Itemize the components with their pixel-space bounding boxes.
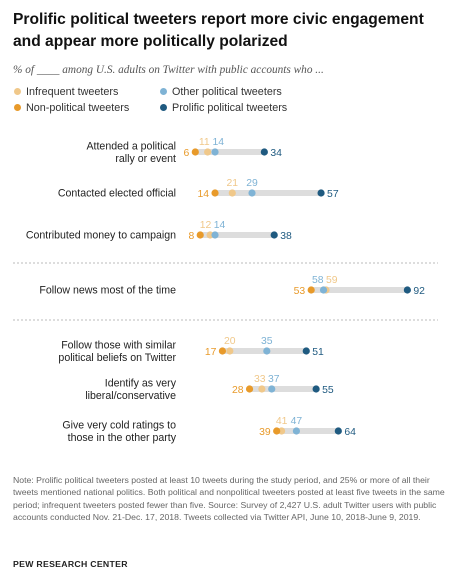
data-label: 8: [188, 231, 194, 242]
row-label: Give very cold ratings to: [62, 419, 176, 431]
data-point: [218, 347, 227, 355]
row-label: Follow those with similar: [61, 339, 176, 351]
row-label: Identify as very: [105, 377, 177, 389]
data-label: 21: [227, 178, 239, 189]
data-point: [228, 189, 236, 197]
data-label: 47: [291, 416, 303, 427]
data-label: 55: [322, 385, 334, 396]
data-point: [307, 286, 315, 294]
row-label: Contacted elected official: [58, 188, 176, 200]
legend-swatch-icon: [160, 88, 167, 95]
chart-note: Note: Prolific political tweeters posted…: [13, 475, 445, 523]
legend-item-other-political: Other political tweeters: [160, 86, 282, 98]
data-point: [211, 231, 219, 239]
data-label: 28: [232, 385, 244, 396]
data-point: [248, 189, 256, 197]
data-label: 57: [327, 189, 339, 200]
row-label: Attended a political: [86, 140, 176, 152]
data-point: [206, 231, 214, 239]
data-label: 20: [224, 336, 236, 347]
data-label: 35: [261, 336, 273, 347]
source-organization: PEW RESEARCH CENTER: [13, 559, 128, 569]
legend-label: Non-political tweeters: [26, 102, 130, 114]
data-point: [245, 385, 254, 393]
data-point: [278, 427, 286, 435]
data-label: 34: [270, 148, 282, 159]
data-label: 59: [326, 275, 338, 286]
data-point: [292, 427, 301, 435]
data-label: 14: [214, 220, 226, 231]
legend-label: Infrequent tweeters: [26, 86, 119, 98]
data-point: [260, 148, 268, 156]
data-point: [317, 189, 325, 197]
legend-swatch-icon: [14, 104, 21, 111]
data-point: [270, 231, 278, 239]
row-label: rally or event: [115, 153, 176, 165]
data-point: [258, 385, 266, 393]
chart-title: Prolific political tweeters report more …: [13, 11, 424, 50]
row-label: Contributed money to campaign: [26, 230, 176, 242]
data-label: 29: [246, 178, 258, 189]
data-point: [268, 385, 276, 393]
data-label: 11: [199, 137, 210, 148]
data-point: [204, 148, 212, 156]
data-point: [319, 286, 328, 294]
legend-item-prolific: Prolific political tweeters: [160, 102, 287, 114]
legend-label: Prolific political tweeters: [172, 102, 288, 114]
row-label: political beliefs on Twitter: [58, 352, 176, 364]
data-label: 51: [312, 347, 324, 358]
data-label: 41: [276, 416, 288, 427]
data-point: [211, 189, 219, 197]
data-label: 58: [312, 275, 324, 286]
row-label: those in the other party: [68, 432, 177, 444]
legend-swatch-icon: [14, 88, 21, 95]
data-label: 14: [213, 137, 225, 148]
row-label: liberal/conservative: [85, 390, 176, 402]
data-point: [334, 427, 342, 435]
data-label: 64: [344, 427, 356, 438]
chart-subtitle: % of ____ among U.S. adults on Twitter w…: [13, 64, 324, 76]
data-label: 6: [184, 148, 190, 159]
data-label: 38: [280, 231, 292, 242]
data-point: [312, 385, 320, 393]
row-label: Follow news most of the time: [39, 285, 176, 297]
data-point: [196, 231, 204, 239]
data-label: 14: [197, 189, 209, 200]
data-point: [226, 347, 234, 355]
data-label: 39: [259, 427, 271, 438]
legend-swatch-icon: [160, 104, 167, 111]
data-point: [273, 427, 281, 435]
data-label: 37: [268, 374, 280, 385]
data-label: 53: [294, 286, 306, 297]
data-label: 33: [254, 374, 266, 385]
data-point: [302, 347, 310, 355]
data-point: [211, 148, 219, 156]
data-label: 17: [205, 347, 217, 358]
legend-item-nonpolitical: Non-political tweeters: [14, 102, 129, 114]
legend-label: Other political tweeters: [172, 86, 282, 98]
data-point: [191, 148, 199, 156]
data-point: [403, 286, 411, 294]
data-label: 92: [413, 286, 425, 297]
data-point: [263, 347, 271, 355]
legend-item-infrequent: Infrequent tweeters: [14, 86, 118, 98]
data-label: 12: [200, 220, 212, 231]
